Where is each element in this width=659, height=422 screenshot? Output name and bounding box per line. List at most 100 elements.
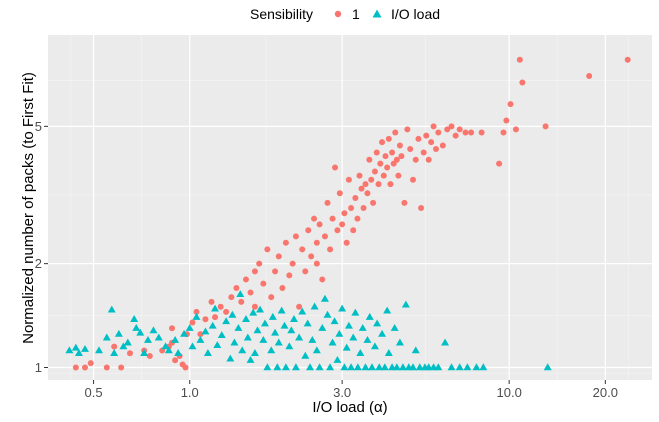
data-point-triangle [370, 342, 379, 350]
x-tick-label: 0.5 [85, 385, 103, 400]
data-point-circle [385, 135, 392, 142]
data-point-circle [264, 246, 271, 253]
data-point-circle [398, 153, 405, 160]
data-point-triangle [274, 338, 283, 346]
legend-swatch-triangle [372, 9, 382, 18]
data-point-circle [377, 160, 384, 167]
data-point-circle [189, 319, 196, 326]
data-point-triangle [353, 363, 362, 371]
data-point-circle [586, 72, 593, 79]
data-point-triangle [463, 363, 472, 371]
data-point-circle [356, 172, 363, 179]
data-point-triangle [74, 349, 83, 356]
data-point-triangle [196, 335, 205, 343]
data-point-triangle [287, 326, 296, 334]
data-point-triangle [285, 342, 294, 350]
data-point-triangle [107, 305, 116, 313]
data-point-circle [72, 364, 79, 371]
data-point-triangle [171, 335, 180, 343]
data-point-triangle [338, 304, 347, 312]
data-point-circle [193, 308, 200, 315]
data-point-circle [396, 142, 403, 149]
data-point-circle [146, 352, 153, 359]
data-point-circle [299, 246, 306, 253]
data-point-circle [500, 129, 507, 136]
data-point-triangle [342, 343, 351, 351]
data-point-circle [375, 181, 382, 188]
data-point-circle [126, 350, 133, 357]
data-point-circle [228, 294, 235, 301]
data-point-triangle [71, 343, 80, 351]
data-point-triangle [447, 363, 456, 371]
data-point-triangle [208, 321, 217, 329]
data-point-triangle [236, 290, 245, 298]
data-point-triangle [409, 363, 417, 371]
data-point-circle [87, 360, 94, 367]
data-point-triangle [180, 329, 189, 337]
data-point-triangle [250, 349, 259, 356]
data-point-triangle [65, 346, 74, 354]
data-point-triangle [114, 329, 123, 337]
data-point-triangle [384, 349, 393, 356]
data-point-triangle [102, 333, 111, 341]
data-point-triangle [472, 363, 481, 371]
data-point-circle [343, 239, 350, 246]
data-point-circle [503, 117, 510, 124]
x-tick-label: 20.0 [593, 385, 618, 400]
data-point-circle [168, 325, 175, 332]
data-point-circle [197, 331, 204, 338]
data-point-circle [352, 194, 359, 201]
data-point-triangle [267, 346, 276, 354]
data-point-triangle [281, 363, 290, 371]
data-point-circle [172, 357, 179, 364]
data-point-triangle [320, 294, 329, 302]
data-point-circle [296, 303, 303, 310]
data-point-triangle [455, 363, 464, 371]
data-point-circle [247, 289, 254, 296]
data-point-circle [212, 314, 219, 321]
data-point-circle [279, 285, 286, 292]
data-point-circle [354, 215, 361, 222]
data-point-circle [404, 126, 411, 133]
data-point-triangle [347, 363, 356, 371]
data-point-triangle [222, 317, 231, 325]
data-point-triangle [361, 363, 370, 371]
data-point-triangle [185, 324, 194, 331]
data-point-circle [624, 56, 631, 63]
data-point-triangle [344, 321, 353, 329]
data-point-triangle [378, 329, 387, 337]
data-point-circle [384, 164, 391, 171]
data-point-triangle [326, 363, 335, 371]
data-point-triangle [130, 315, 139, 322]
data-point-circle [401, 199, 408, 206]
data-point-triangle [298, 307, 307, 315]
data-point-triangle [543, 363, 552, 371]
data-point-triangle [415, 363, 424, 371]
data-point-circle [324, 199, 331, 206]
data-point-triangle [271, 328, 280, 336]
data-point-circle [334, 227, 341, 234]
data-point-circle [111, 343, 118, 350]
data-point-triangle [249, 308, 258, 316]
data-point-triangle [401, 300, 410, 308]
data-point-circle [321, 233, 328, 240]
data-point-circle [242, 276, 249, 283]
data-point-triangle [140, 349, 149, 356]
legend-swatch-circle [334, 10, 342, 18]
data-point-triangle [273, 363, 282, 371]
y-tick-label: 1 [35, 360, 42, 375]
data-point-triangle [119, 342, 128, 350]
data-point-circle [313, 260, 320, 267]
data-point-triangle [479, 363, 488, 371]
data-point-triangle [390, 324, 399, 331]
data-point-triangle [363, 335, 372, 343]
data-point-triangle [136, 328, 145, 336]
data-point-triangle [243, 333, 252, 341]
data-point-circle [182, 364, 189, 371]
data-point-triangle [295, 333, 304, 341]
data-point-circle [444, 126, 451, 133]
data-point-triangle [201, 327, 210, 335]
data-point-circle [329, 215, 336, 222]
data-point-triangle [333, 356, 342, 363]
